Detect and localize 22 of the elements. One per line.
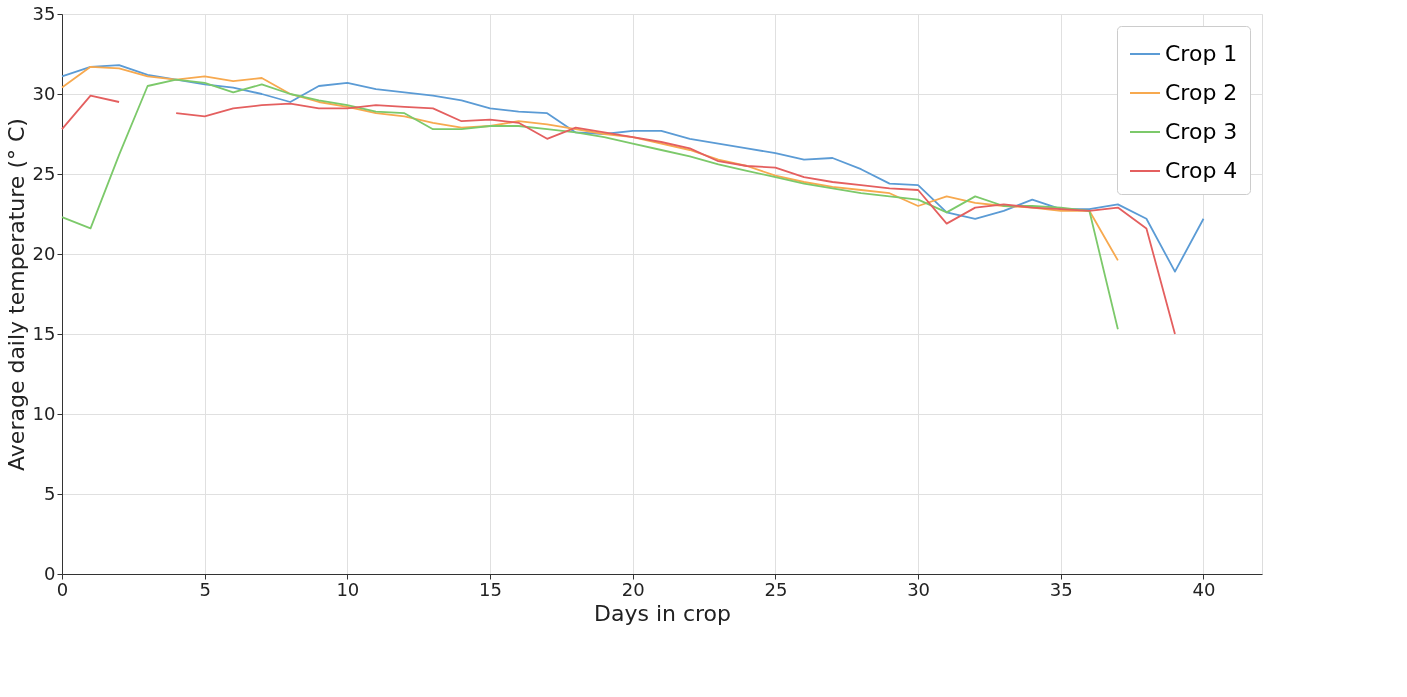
legend-label: Crop 3 xyxy=(1165,119,1238,144)
y-tick-label: 0 xyxy=(44,562,56,584)
y-tick-label: 30 xyxy=(32,82,56,104)
y-tick-label: 35 xyxy=(32,2,56,24)
y-tick-label: 5 xyxy=(44,482,56,504)
legend-label: Crop 4 xyxy=(1165,158,1238,183)
x-tick-label: 30 xyxy=(907,578,931,600)
x-tick-label: 15 xyxy=(479,578,503,600)
x-axis-title: Days in crop xyxy=(593,600,732,626)
x-tick-label: 20 xyxy=(621,578,645,600)
x-tick-label: 10 xyxy=(336,578,360,600)
legend-label: Crop 1 xyxy=(1165,41,1238,66)
x-tick-label: 25 xyxy=(764,578,788,600)
x-tick-label: 35 xyxy=(1049,578,1073,600)
y-tick-label: 20 xyxy=(32,242,56,264)
y-tick-label: 15 xyxy=(32,322,56,344)
y-axis-title: Average daily temperature (° C) xyxy=(3,118,29,471)
legend-label: Crop 2 xyxy=(1165,80,1238,105)
x-tick-label: 5 xyxy=(199,578,211,600)
y-tick-label: 25 xyxy=(32,162,56,184)
y-tick-label: 10 xyxy=(32,402,56,424)
x-tick-label: 40 xyxy=(1192,578,1216,600)
